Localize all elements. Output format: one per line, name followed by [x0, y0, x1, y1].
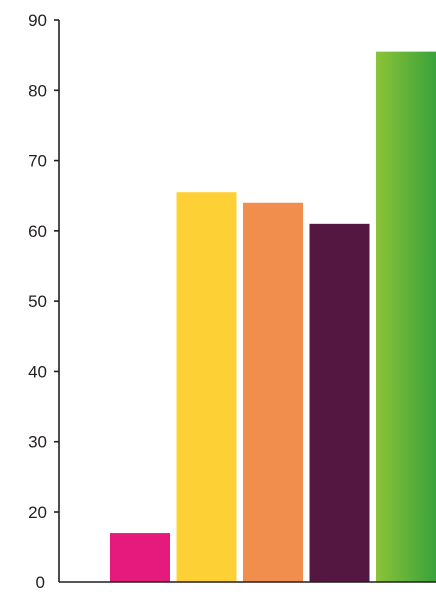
y-tick-label-50: 50 [28, 292, 47, 311]
bar-2 [176, 192, 237, 582]
y-tick-label-90: 90 [28, 11, 47, 30]
y-tick-label-60: 60 [28, 222, 47, 241]
y-tick-label-70: 70 [28, 152, 47, 171]
y-tick-label-20: 20 [28, 503, 47, 522]
bar-4 [309, 223, 370, 583]
y-tick-label-30: 30 [28, 433, 47, 452]
y-tick-label-40: 40 [28, 362, 47, 381]
bar-5 [376, 51, 436, 583]
y-axis-ticks: 0 20 30 40 50 60 70 80 90 [28, 11, 59, 592]
bar-1 [110, 533, 170, 582]
bars-layer [110, 51, 436, 583]
bar-3 [243, 202, 303, 582]
y-tick-label-0: 0 [36, 573, 45, 592]
y-tick-label-80: 80 [28, 81, 47, 100]
